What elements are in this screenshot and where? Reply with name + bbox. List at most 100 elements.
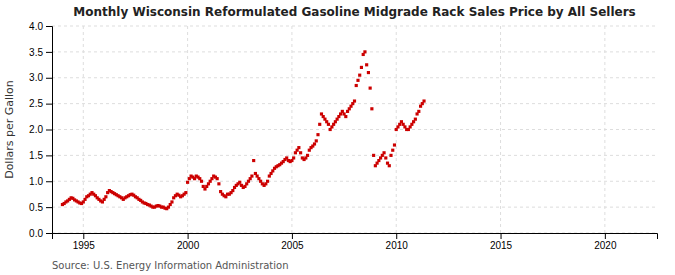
- grid: [52, 26, 657, 233]
- tick-mark: [46, 233, 52, 234]
- point: [369, 87, 372, 90]
- tick-label: 2005: [281, 240, 304, 251]
- point: [266, 180, 269, 183]
- tick: 2015: [490, 233, 513, 251]
- point: [353, 99, 356, 102]
- tick: 2005: [281, 233, 304, 251]
- point: [417, 110, 420, 113]
- point: [365, 63, 368, 66]
- grid-line: [52, 181, 657, 182]
- point: [363, 50, 366, 53]
- tick-mark: [83, 233, 84, 239]
- grid-line: [52, 129, 657, 130]
- tick-mark: [46, 26, 52, 27]
- point: [216, 177, 219, 180]
- point: [313, 142, 316, 145]
- tick-mark: [46, 155, 52, 156]
- tick-label: 2000: [177, 240, 200, 251]
- tick: 0.0: [29, 228, 52, 239]
- tick: 3.5: [29, 47, 52, 58]
- tick-label: 0.0: [29, 228, 43, 239]
- point: [372, 154, 375, 157]
- tick: 4.0: [29, 21, 52, 32]
- tick-label: 1.5: [29, 150, 43, 161]
- grid-line: [500, 26, 501, 233]
- point: [384, 156, 387, 159]
- point: [250, 174, 253, 177]
- grid-line: [291, 26, 292, 233]
- tick-mark: [46, 130, 52, 131]
- point: [104, 195, 107, 198]
- tick-label: 1995: [73, 240, 96, 251]
- tick-label: 2.0: [29, 124, 43, 135]
- tick-mark: [46, 207, 52, 208]
- y-axis: 0.0 0.5 1.0 1.5 2.0 2.5 3.0 3.5 4.0: [29, 21, 52, 239]
- tick: 1.5: [29, 150, 52, 161]
- point: [414, 118, 417, 121]
- tick-label: 1.0: [29, 176, 43, 187]
- point: [292, 156, 295, 159]
- grid-line: [187, 26, 188, 233]
- tick-label: 2010: [386, 240, 409, 251]
- tick: 2.0: [29, 124, 52, 135]
- tick-mark: [605, 233, 606, 239]
- tick-label: 4.0: [29, 21, 43, 32]
- point: [315, 139, 318, 142]
- point: [184, 191, 187, 194]
- point: [252, 159, 255, 162]
- tick-mark: [501, 233, 502, 239]
- point: [360, 66, 363, 69]
- grid-line: [52, 26, 657, 27]
- point: [170, 200, 173, 203]
- tick: 2010: [386, 233, 409, 251]
- point: [306, 154, 309, 157]
- point: [422, 99, 425, 102]
- grid-line: [52, 77, 657, 78]
- annotation: Source: U.S. Energy Information Administ…: [52, 260, 289, 271]
- tick-mark: [46, 104, 52, 105]
- grid-line: [52, 155, 657, 156]
- tick: 2.5: [29, 98, 52, 109]
- point: [355, 84, 358, 87]
- point: [200, 180, 203, 183]
- grid-line: [52, 207, 657, 208]
- plot-area: 1995 2000 2005 2010 2015 2020 0.0 0.5 1.0 1.5 2.0 2…: [29, 21, 657, 251]
- tick-label: 3.5: [29, 47, 43, 58]
- grid-line: [52, 51, 657, 52]
- point: [367, 71, 370, 74]
- point: [389, 154, 392, 157]
- x-axis: 1995 2000 2005 2010 2015 2020: [53, 233, 658, 251]
- axis-line: [53, 234, 658, 240]
- tick-mark: [396, 233, 397, 239]
- point: [231, 189, 234, 192]
- point: [318, 123, 321, 126]
- grid-line: [604, 26, 605, 233]
- point: [344, 115, 347, 118]
- grid-line: [52, 103, 657, 104]
- point: [356, 79, 359, 82]
- tick-mark: [46, 181, 52, 182]
- point: [391, 149, 394, 152]
- point: [327, 123, 330, 126]
- tick-mark: [46, 52, 52, 53]
- tick-label: 0.5: [29, 202, 43, 213]
- points: [61, 50, 426, 210]
- point: [370, 107, 373, 110]
- tick-mark: [188, 233, 189, 239]
- tick-label: 2020: [594, 240, 617, 251]
- title: Monthly Wisconsin Reformulated Gasoline …: [73, 5, 635, 19]
- point: [299, 151, 302, 154]
- tick-label: 2.5: [29, 98, 43, 109]
- tick: 2000: [177, 233, 200, 251]
- tick-label: 3.0: [29, 72, 43, 83]
- point: [238, 181, 241, 184]
- point: [393, 143, 396, 146]
- y-axis-title: Dollars per Gallon: [3, 80, 16, 179]
- tick-mark: [292, 233, 293, 239]
- tick: 1.0: [29, 176, 52, 187]
- point: [186, 181, 189, 184]
- point: [316, 133, 319, 136]
- tick: 0.5: [29, 202, 52, 213]
- point: [388, 164, 391, 167]
- point: [382, 151, 385, 154]
